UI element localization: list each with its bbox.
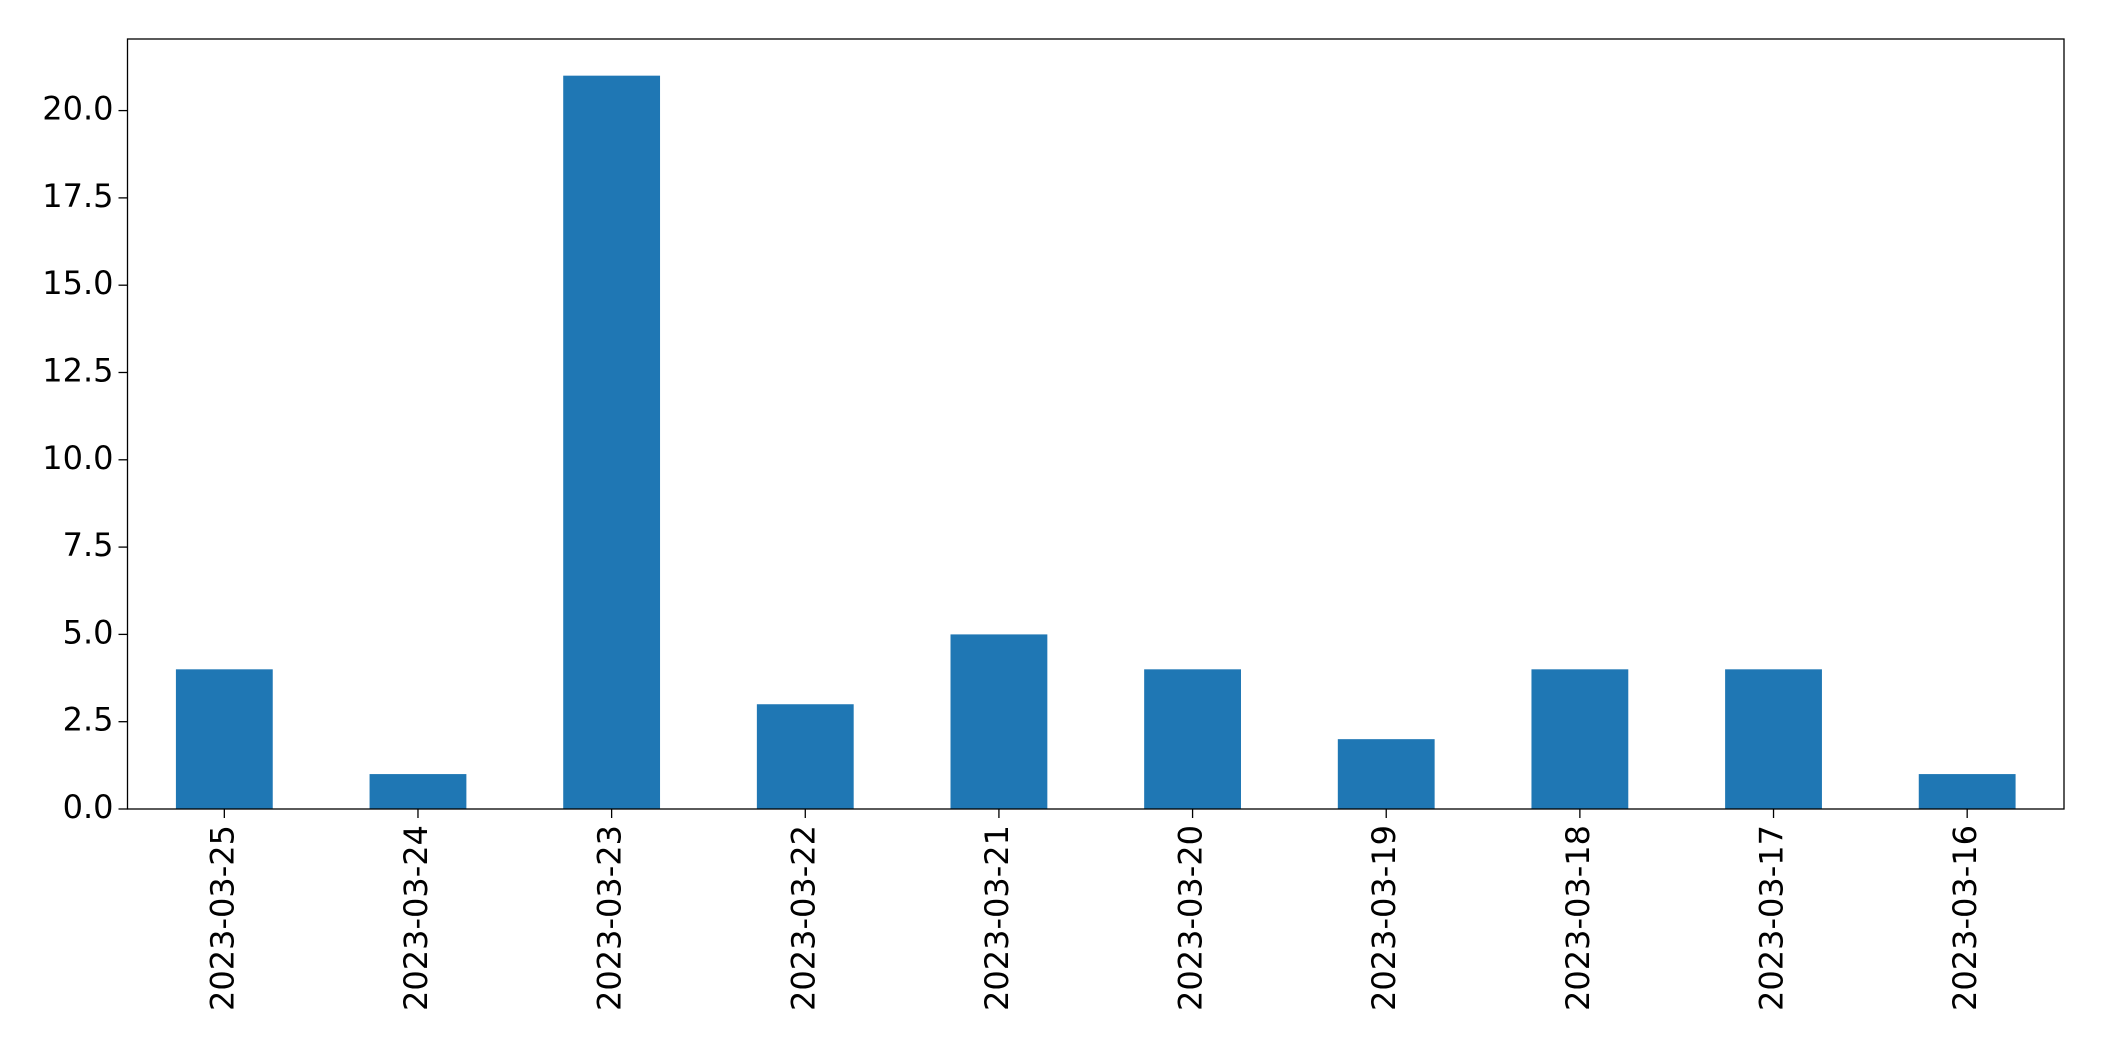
x-tick-label: 2023-03-18	[1559, 825, 1597, 1011]
bar	[756, 704, 854, 809]
plot-frame	[126, 38, 2065, 810]
y-tick-label: 20.0	[42, 90, 113, 128]
bar	[369, 774, 467, 809]
bar	[563, 75, 661, 809]
x-tick-label: 2023-03-23	[591, 825, 629, 1011]
y-tick-label: 10.0	[42, 439, 113, 477]
y-tick-label: 2.5	[63, 701, 114, 739]
x-tick-label: 2023-03-24	[397, 825, 435, 1011]
y-tick-label: 12.5	[42, 351, 113, 389]
y-tick-label: 15.0	[42, 264, 113, 302]
bar	[1531, 669, 1629, 809]
y-tick-label: 0.0	[63, 788, 114, 826]
x-tick-label: 2023-03-16	[1946, 825, 1984, 1011]
y-tick-label: 17.5	[42, 177, 113, 215]
bar	[1337, 739, 1435, 809]
x-tick-label: 2023-03-19	[1365, 825, 1403, 1011]
x-tick-label: 2023-03-25	[203, 825, 241, 1011]
y-tick-label: 7.5	[63, 526, 114, 564]
x-tick-label: 2023-03-22	[784, 825, 822, 1011]
x-tick-label: 2023-03-17	[1753, 825, 1791, 1011]
x-tick-label: 2023-03-20	[1172, 825, 1210, 1011]
bar	[1144, 669, 1241, 809]
y-tick-label: 5.0	[63, 613, 114, 651]
bar	[950, 634, 1048, 809]
bar	[1725, 669, 1822, 809]
bar	[1918, 774, 2016, 809]
x-tick-label: 2023-03-21	[978, 825, 1016, 1011]
bar	[175, 669, 273, 809]
